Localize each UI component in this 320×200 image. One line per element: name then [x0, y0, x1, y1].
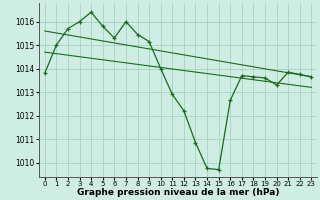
X-axis label: Graphe pression niveau de la mer (hPa): Graphe pression niveau de la mer (hPa)	[77, 188, 279, 197]
